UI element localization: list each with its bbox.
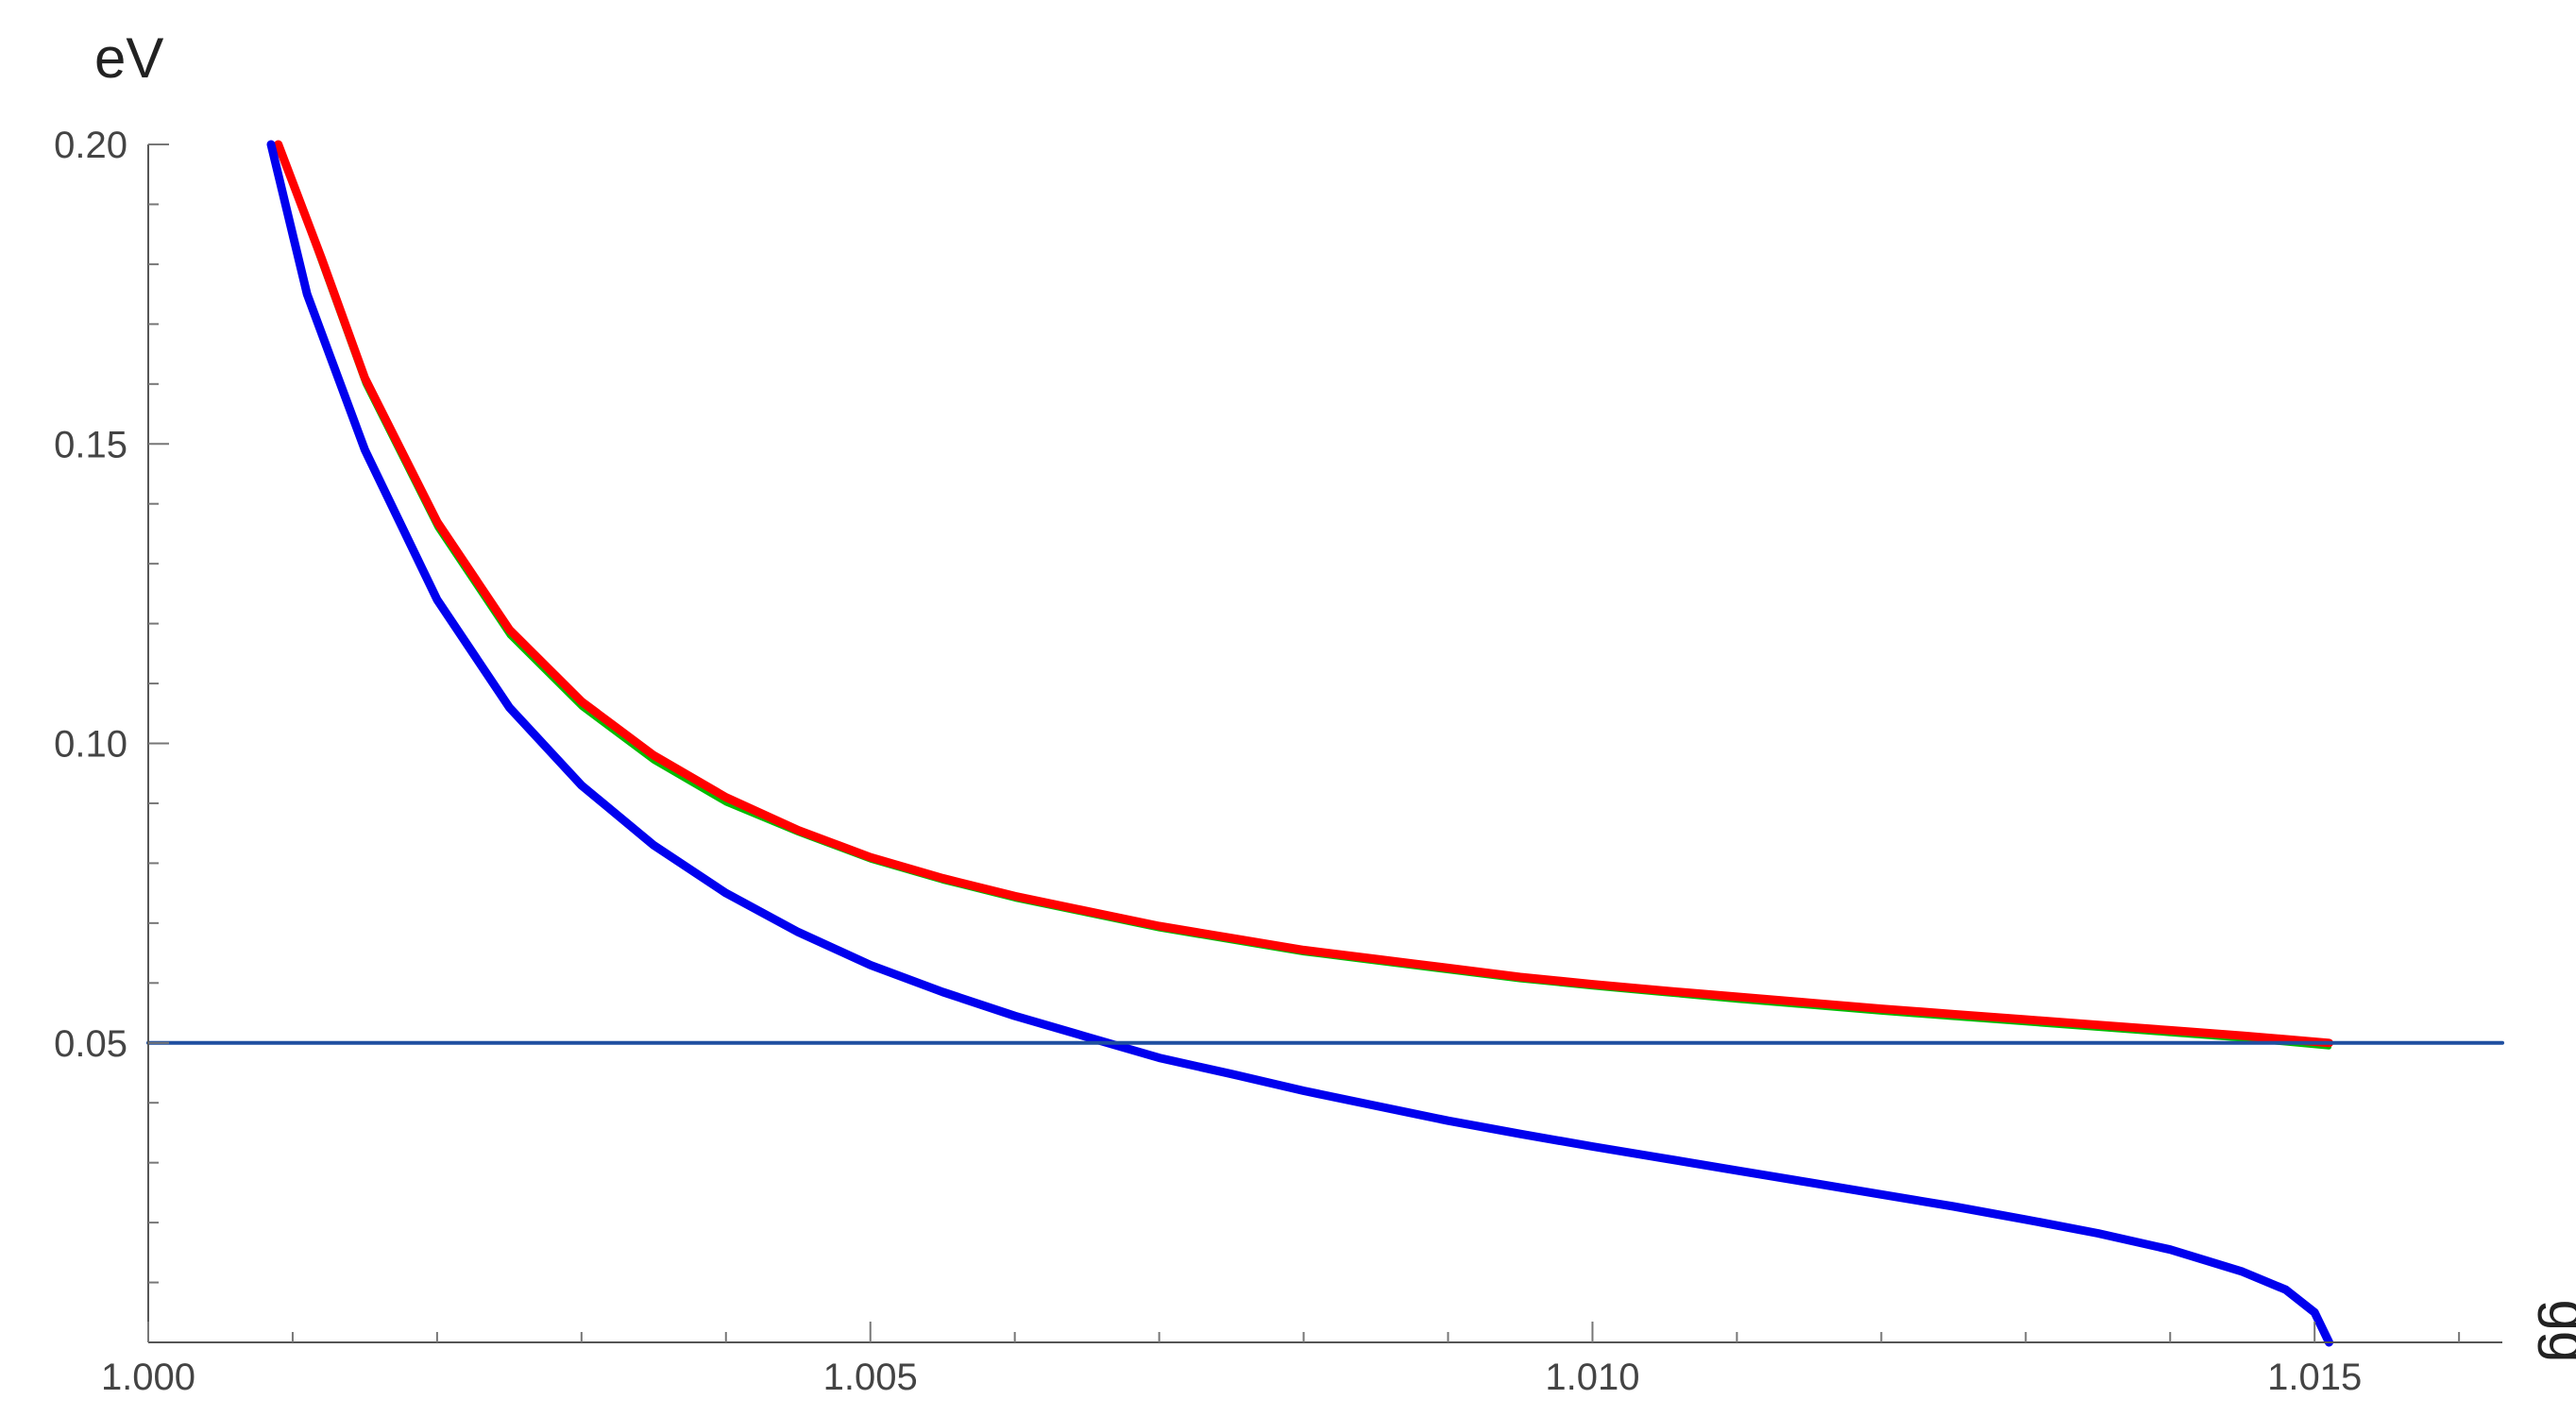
series-line-red xyxy=(274,140,2333,1048)
y-tick-label: 0.15 xyxy=(54,424,127,465)
x-tick-label: 1.000 xyxy=(101,1357,195,1398)
x-tick-label: 1.015 xyxy=(2267,1357,2362,1398)
plot-area xyxy=(146,140,2504,1347)
series-line-blue xyxy=(266,140,2333,1347)
y-axis-title: eV xyxy=(94,26,163,90)
axes: 1.000 1.005 1.010 1.015 0.05 0.10 0.15 0.20 xyxy=(54,125,2502,1398)
x-axis-title: gg xyxy=(2537,1300,2576,1363)
x-tick-label: 1.010 xyxy=(1545,1357,1639,1398)
x-tick-label: 1.005 xyxy=(823,1357,918,1398)
y-tick-label: 0.20 xyxy=(54,125,127,166)
series-line-green xyxy=(276,142,2331,1050)
y-tick-label: 0.10 xyxy=(54,724,127,766)
y-tick-label: 0.05 xyxy=(54,1023,127,1065)
